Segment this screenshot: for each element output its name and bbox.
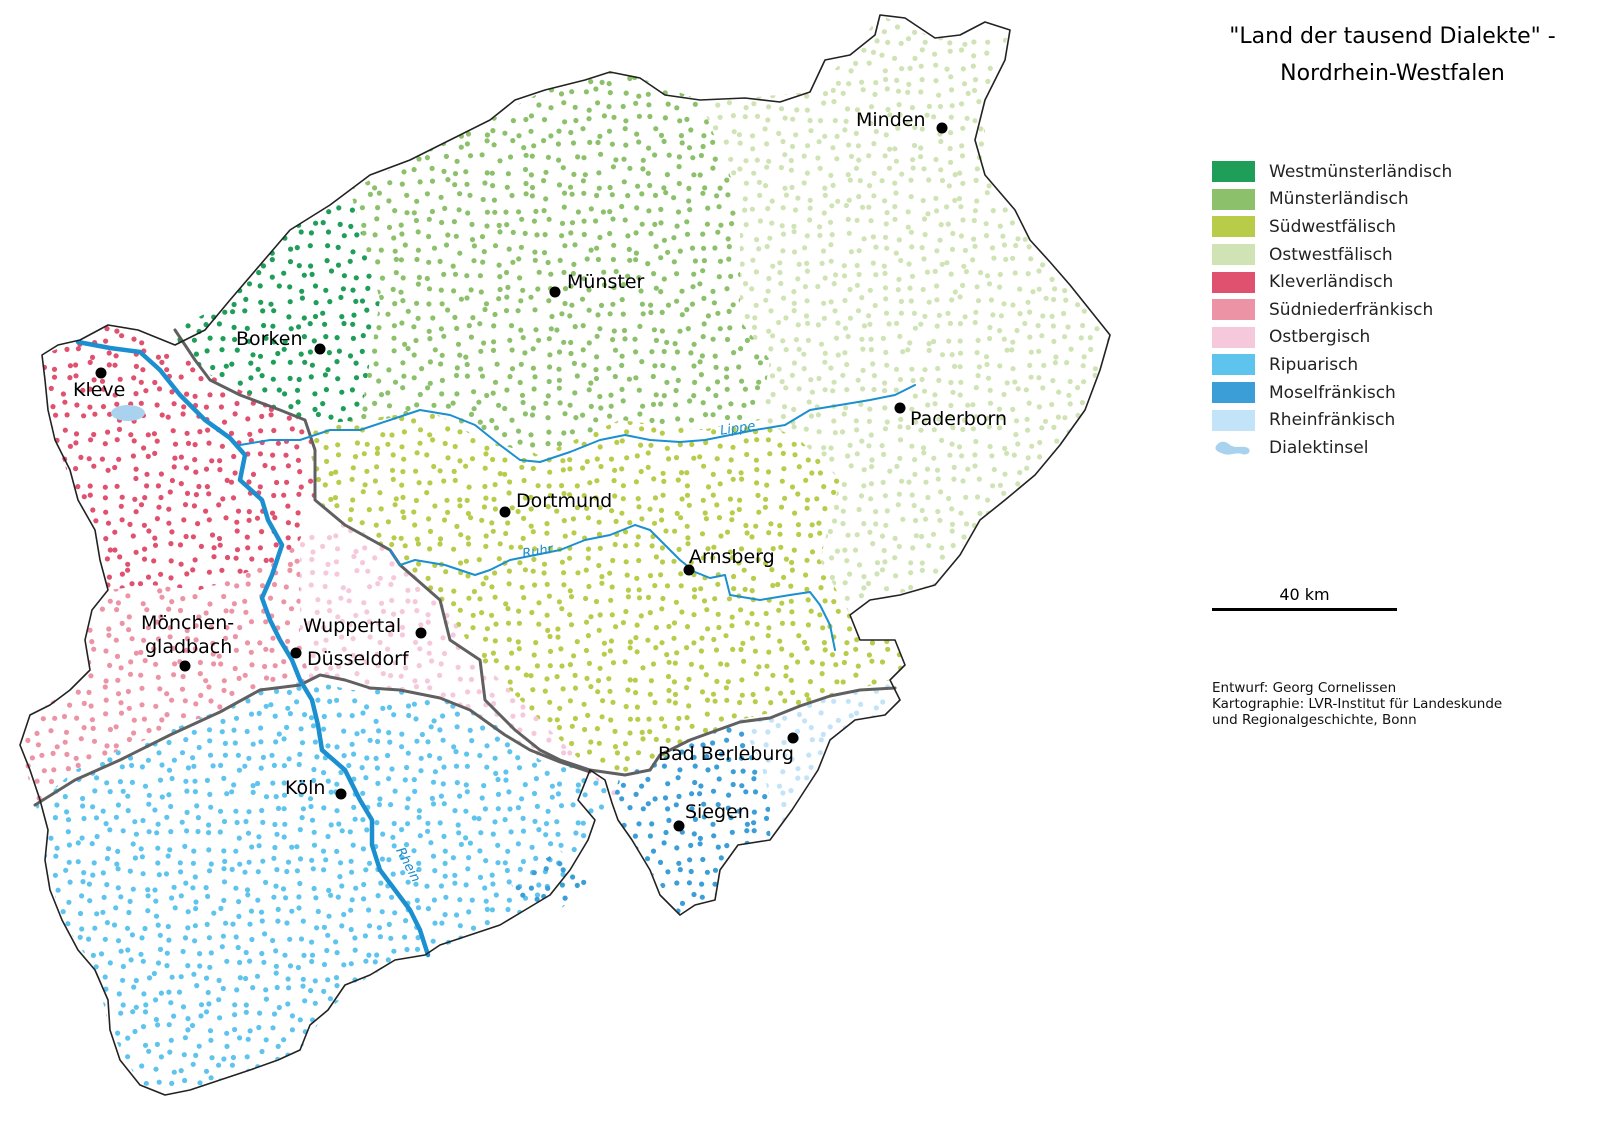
legend-item: Ostwestfälisch — [1212, 241, 1452, 269]
legend-label: Kleverländisch — [1269, 272, 1393, 292]
dots-kleverlaendisch — [8, 8, 1114, 1101]
legend-label: Südwestfälisch — [1269, 217, 1396, 237]
legend-item: Südniederfränkisch — [1212, 296, 1452, 324]
city-dot-siegen — [674, 821, 685, 832]
legend-item: Kleverländisch — [1212, 268, 1452, 296]
legend-item: Westmünsterländisch — [1212, 158, 1452, 186]
legend-swatch — [1212, 244, 1255, 265]
city-label-kleve: Kleve — [73, 379, 125, 401]
city-label-arnsberg: Arnsberg — [689, 546, 775, 568]
city-dot-moenchengladbach — [180, 661, 191, 672]
city-dot-koeln — [336, 789, 347, 800]
legend-label: Ostwestfälisch — [1269, 245, 1393, 265]
city-dot-bad-berleburg — [788, 733, 799, 744]
city-dot-wuppertal — [416, 628, 427, 639]
dots-rheinfraenkisch — [8, 8, 1114, 1101]
legend-swatch — [1212, 327, 1255, 348]
legend-item: Ostbergisch — [1212, 324, 1452, 352]
legend-swatch — [1212, 216, 1255, 237]
legend-swatch — [1212, 410, 1255, 431]
legend-item: Dialektinsel — [1212, 434, 1452, 462]
map-title-line-1: "Land der tausend Dialekte" - — [1195, 18, 1590, 55]
scale-bar: 40 km — [1212, 585, 1397, 611]
city-label-paderborn: Paderborn — [910, 408, 1007, 430]
legend-swatch — [1212, 161, 1255, 182]
city-dot-borken — [315, 344, 326, 355]
city-label-siegen: Siegen — [685, 801, 750, 823]
scale-bar-label: 40 km — [1212, 585, 1397, 604]
credits: Entwurf: Georg Cornelissen Kartographie:… — [1212, 680, 1502, 728]
legend-item: Ripuarisch — [1212, 351, 1452, 379]
legend-label: Ostbergisch — [1269, 327, 1370, 347]
dots-westmuensterlaendisch — [8, 8, 1114, 1101]
cities: Minden Münster Borken Kleve Paderborn Do… — [73, 109, 1007, 832]
city-label-minden: Minden — [856, 109, 926, 131]
city-dot-kleve — [96, 368, 107, 379]
legend-item: Rheinfränkisch — [1212, 406, 1452, 434]
map-title-line-2: Nordrhein-Westfalen — [1195, 55, 1590, 92]
river-lippe — [240, 385, 915, 462]
map-title: "Land der tausend Dialekte" - Nordrhein-… — [1195, 18, 1590, 92]
river-label-lippe: Lippe — [719, 419, 756, 439]
legend-label: Rheinfränkisch — [1269, 410, 1395, 430]
scale-bar-line — [1212, 608, 1397, 611]
credits-line-1: Entwurf: Georg Cornelissen — [1212, 680, 1502, 696]
legend-swatch — [1212, 272, 1255, 293]
legend-swatch — [1212, 189, 1255, 210]
legend-label: Moselfränkisch — [1269, 383, 1396, 403]
city-label-borken: Borken — [236, 328, 303, 350]
legend-swatch — [1212, 354, 1255, 375]
city-dot-paderborn — [895, 403, 906, 414]
city-label-bad-berleburg: Bad Berleburg — [658, 743, 794, 765]
city-label-muenster: Münster — [567, 271, 645, 293]
legend-label: Südniederfränkisch — [1269, 300, 1433, 320]
city-label-moenchengladbach-2: gladbach — [145, 636, 232, 658]
dots-suedniederfraenkisch — [8, 8, 1114, 1101]
legend: Westmünsterländisch Münsterländisch Südwes… — [1212, 158, 1452, 462]
dialektinsel-lake — [111, 405, 145, 421]
city-label-koeln: Köln — [285, 777, 325, 799]
legend-swatch — [1212, 382, 1255, 403]
state-outline — [20, 15, 1110, 1095]
legend-item: Münsterländisch — [1212, 186, 1452, 214]
city-label-duesseldorf: Düsseldorf — [307, 648, 410, 670]
city-dot-dortmund — [500, 507, 511, 518]
legend-item: Moselfränkisch — [1212, 379, 1452, 407]
legend-label: Dialektinsel — [1269, 438, 1368, 458]
city-dot-duesseldorf — [291, 648, 302, 659]
city-label-dortmund: Dortmund — [516, 490, 612, 512]
dots-muensterlaendisch — [8, 8, 1114, 1101]
legend-label: Münsterländisch — [1269, 189, 1409, 209]
city-dot-minden — [937, 123, 948, 134]
river-label-ruhr: Ruhr — [521, 542, 556, 562]
legend-swatch — [1212, 437, 1255, 458]
legend-label: Ripuarisch — [1269, 355, 1358, 375]
dots-ostbergisch — [8, 8, 1114, 1101]
city-dot-muenster — [550, 287, 561, 298]
dots-ostwestfaelisch — [8, 8, 1114, 1101]
credits-line-3: und Regionalgeschichte, Bonn — [1212, 712, 1502, 728]
city-label-wuppertal: Wuppertal — [303, 615, 401, 637]
legend-swatch — [1212, 299, 1255, 320]
dots-ripuarisch — [8, 8, 1114, 1100]
legend-label: Westmünsterländisch — [1269, 162, 1452, 182]
boundary-kleverlaendisch-east — [175, 330, 650, 775]
dialect-map: Lippe Ruhr Rhein Minden Münster Borken K… — [0, 0, 1180, 1129]
legend-item: Südwestfälisch — [1212, 213, 1452, 241]
dots-suedwestfaelisch — [8, 8, 1114, 1101]
credits-line-2: Kartographie: LVR-Institut für Landeskun… — [1212, 696, 1502, 712]
city-label-moenchengladbach-1: Mönchen- — [141, 612, 234, 634]
dots-moselfraenkisch — [8, 8, 1114, 1101]
